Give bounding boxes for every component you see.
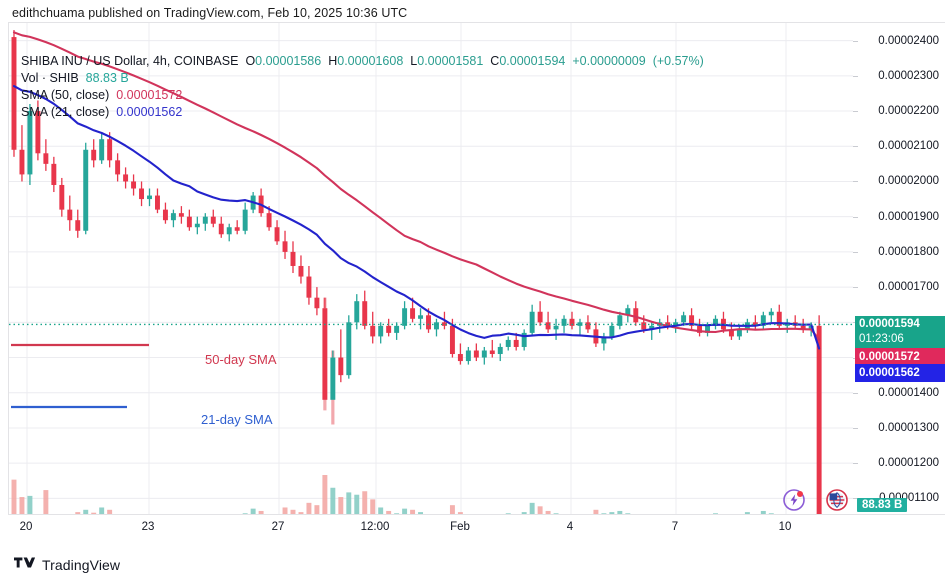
price-axis-label: 0.00001200 [878, 457, 939, 470]
tradingview-logo-icon [14, 556, 36, 574]
price-axis-tick [853, 251, 858, 253]
sma50-price-tag: 0.00001572 [855, 348, 945, 367]
price-axis[interactable]: 0.00002400 0.00002300 0.00002200 0.00002100… [853, 22, 945, 515]
chart-pane[interactable]: 50-day SMA 21-day SMA SHIBA INU / US Dol… [8, 22, 853, 515]
sma21-price-tag: 0.00001562 [855, 364, 945, 383]
price-axis-label: 0.00001800 [878, 245, 939, 258]
last-price-tag: 0.00001594 01:23:06 [855, 316, 945, 349]
price-axis-label: 0.00002100 [878, 140, 939, 153]
time-axis-label: 20 [19, 521, 33, 533]
price-axis-tick [853, 40, 858, 42]
price-axis-label: 0.00002400 [878, 34, 939, 47]
time-axis-label: 7 [671, 521, 679, 533]
time-axis-label: 12:00 [360, 521, 390, 533]
time-axis-label: Feb [450, 521, 470, 533]
price-axis-label: 0.00001700 [878, 281, 939, 294]
plot-area[interactable] [9, 23, 853, 514]
annotation-lines-layer [11, 343, 149, 409]
volume-value-badge: 88.83 B [857, 498, 908, 512]
time-axis-label: 4 [566, 521, 574, 533]
price-axis-label: 0.00002300 [878, 69, 939, 82]
last-price-value: 0.00001594 [859, 318, 920, 331]
published-byline: edithchuama published on TradingView.com… [12, 6, 408, 20]
tradingview-wordmark: TradingView [42, 557, 121, 573]
lightning-bolt-icon[interactable] [783, 489, 805, 511]
sma50-annotation-label: 50-day SMA [205, 352, 277, 367]
price-axis-tick [853, 146, 858, 148]
price-axis-label: 0.00002000 [878, 175, 939, 188]
price-axis-tick [853, 392, 858, 394]
last-price-line-layer [9, 323, 853, 326]
price-axis-label: 0.00002200 [878, 105, 939, 118]
footer-brand: TradingView [14, 556, 120, 574]
price-axis-tick [853, 287, 858, 289]
bar-countdown: 01:23:06 [859, 333, 904, 346]
time-axis[interactable]: 20 23 27 12:00 Feb 4 7 10 [8, 515, 945, 545]
price-axis-tick [853, 216, 858, 218]
price-axis-tick [853, 181, 858, 183]
price-axis-label: 0.00001400 [878, 386, 939, 399]
price-axis-label: 0.00001900 [878, 210, 939, 223]
time-axis-label: 27 [271, 521, 285, 533]
time-axis-label: 23 [141, 521, 155, 533]
price-axis-tick [853, 498, 858, 500]
time-axis-label: 10 [778, 521, 792, 533]
price-axis-tick [853, 111, 858, 113]
sma21-annotation-label: 21-day SMA [201, 412, 273, 427]
price-axis-tick [853, 427, 858, 429]
price-axis-label: 0.00001300 [878, 421, 939, 434]
price-axis-tick [853, 463, 858, 465]
volume-bars-layer [11, 475, 822, 514]
gridlines-layer [9, 23, 853, 514]
price-axis-tick [853, 75, 858, 77]
us-flag-globe-icon[interactable] [826, 489, 848, 511]
